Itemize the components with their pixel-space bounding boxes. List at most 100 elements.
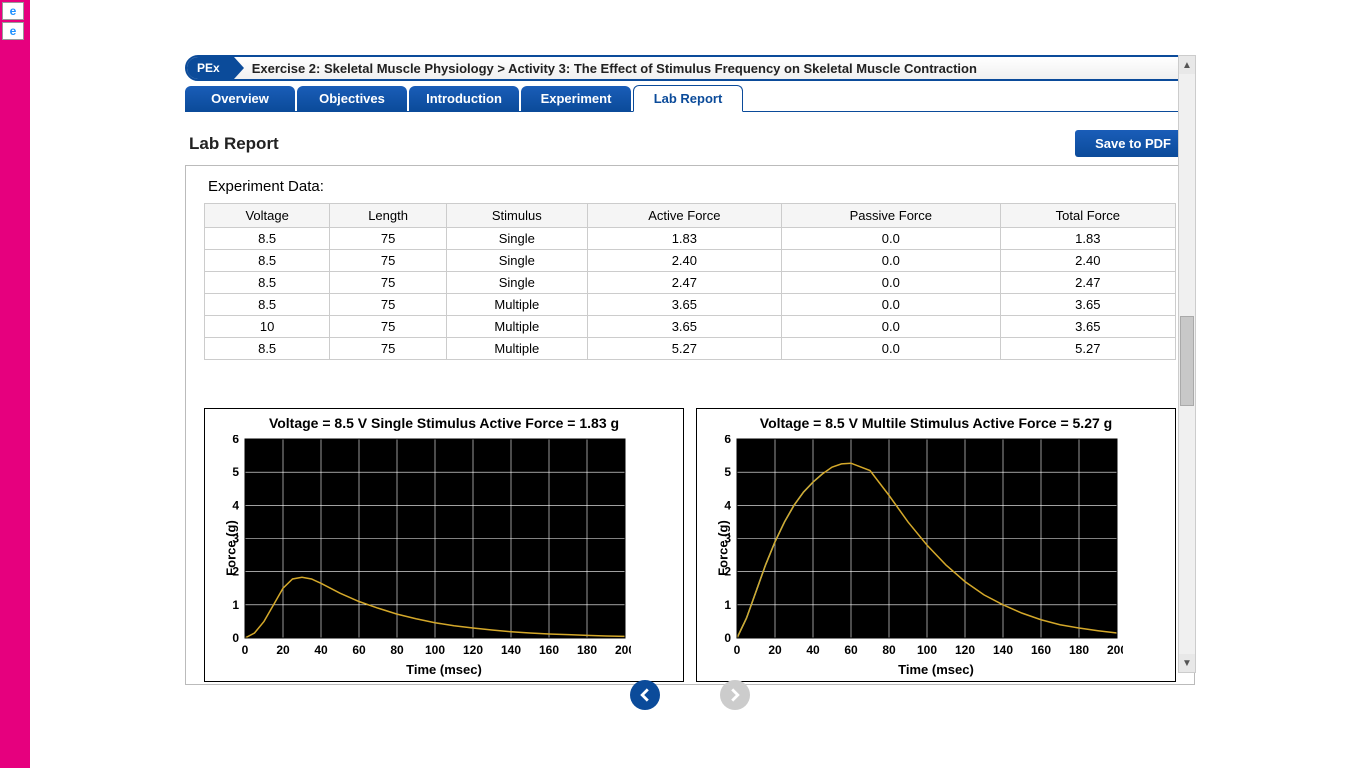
chevron-left-icon xyxy=(638,688,652,702)
table-cell: 75 xyxy=(330,228,447,250)
svg-text:80: 80 xyxy=(390,643,404,657)
svg-text:80: 80 xyxy=(882,643,896,657)
pex-tag: PEx xyxy=(187,57,234,79)
table-cell: 75 xyxy=(330,272,447,294)
table-cell: 0.0 xyxy=(782,338,1001,360)
chart-right-title: Voltage = 8.5 V Multile Stimulus Active … xyxy=(703,415,1169,431)
svg-text:20: 20 xyxy=(768,643,782,657)
table-cell: 8.5 xyxy=(205,250,330,272)
table-cell: 2.40 xyxy=(1000,250,1175,272)
table-header: Total Force xyxy=(1000,204,1175,228)
header-bar: PEx Exercise 2: Skeletal Muscle Physiolo… xyxy=(185,55,1195,81)
table-cell: 3.65 xyxy=(1000,294,1175,316)
table-row: 8.575Multiple5.270.05.27 xyxy=(205,338,1176,360)
svg-text:1: 1 xyxy=(232,598,239,612)
table-cell: 0.0 xyxy=(782,316,1001,338)
nav-arrows xyxy=(185,680,1195,710)
table-header: Passive Force xyxy=(782,204,1001,228)
table-cell: 1.83 xyxy=(587,228,781,250)
experiment-data-label: Experiment Data: xyxy=(208,178,1176,195)
scrollbar-thumb[interactable] xyxy=(1180,316,1194,406)
table-cell: 2.47 xyxy=(587,272,781,294)
table-cell: Multiple xyxy=(446,338,587,360)
svg-text:0: 0 xyxy=(734,643,741,657)
page-title: Lab Report xyxy=(189,134,279,154)
svg-text:100: 100 xyxy=(425,643,445,657)
table-row: 1075Multiple3.650.03.65 xyxy=(205,316,1176,338)
tab-objectives[interactable]: Objectives xyxy=(297,86,407,111)
table-cell: Single xyxy=(446,272,587,294)
table-header: Active Force xyxy=(587,204,781,228)
table-header: Voltage xyxy=(205,204,330,228)
svg-text:60: 60 xyxy=(844,643,858,657)
chart-left-ylabel: Force (g) xyxy=(223,520,238,576)
table-cell: 75 xyxy=(330,316,447,338)
table-cell: 5.27 xyxy=(587,338,781,360)
table-cell: Multiple xyxy=(446,294,587,316)
svg-text:100: 100 xyxy=(917,643,937,657)
table-cell: 2.47 xyxy=(1000,272,1175,294)
tab-introduction[interactable]: Introduction xyxy=(409,86,519,111)
save-to-pdf-button[interactable]: Save to PDF xyxy=(1075,130,1191,157)
svg-text:120: 120 xyxy=(955,643,975,657)
main-area: PEx Exercise 2: Skeletal Muscle Physiolo… xyxy=(185,55,1195,685)
svg-text:120: 120 xyxy=(463,643,483,657)
table-cell: 8.5 xyxy=(205,294,330,316)
table-header: Length xyxy=(330,204,447,228)
scrollbar-up-icon[interactable]: ▲ xyxy=(1179,56,1195,74)
content-frame[interactable]: Experiment Data: VoltageLengthStimulusAc… xyxy=(185,165,1195,685)
table-cell: 1.83 xyxy=(1000,228,1175,250)
svg-text:200: 200 xyxy=(615,643,631,657)
table-cell: Single xyxy=(446,228,587,250)
chart-right: Voltage = 8.5 V Multile Stimulus Active … xyxy=(696,408,1176,682)
chevron-right-icon xyxy=(728,688,742,702)
table-cell: 2.40 xyxy=(587,250,781,272)
svg-text:1: 1 xyxy=(724,598,731,612)
table-header: Stimulus xyxy=(446,204,587,228)
breadcrumb: Exercise 2: Skeletal Muscle Physiology >… xyxy=(252,61,977,76)
side-strip xyxy=(0,0,30,768)
table-cell: 3.65 xyxy=(587,294,781,316)
chart-right-ylabel: Force (g) xyxy=(715,520,730,576)
tab-experiment[interactable]: Experiment xyxy=(521,86,631,111)
next-button[interactable] xyxy=(720,680,750,710)
chart-left-xlabel: Time (msec) xyxy=(211,662,677,677)
svg-text:60: 60 xyxy=(352,643,366,657)
tab-lab-report[interactable]: Lab Report xyxy=(633,85,743,112)
charts-row: Voltage = 8.5 V Single Stimulus Active F… xyxy=(204,408,1176,682)
page-scrollbar[interactable]: ▲ ▼ xyxy=(1178,55,1196,673)
table-cell: 8.5 xyxy=(205,272,330,294)
table-cell: 75 xyxy=(330,250,447,272)
ie-icon[interactable]: e xyxy=(2,2,24,20)
table-cell: 0.0 xyxy=(782,250,1001,272)
svg-text:20: 20 xyxy=(276,643,290,657)
table-row: 8.575Single1.830.01.83 xyxy=(205,228,1176,250)
svg-text:160: 160 xyxy=(539,643,559,657)
svg-text:4: 4 xyxy=(232,498,239,512)
svg-text:180: 180 xyxy=(1069,643,1089,657)
chart-left: Voltage = 8.5 V Single Stimulus Active F… xyxy=(204,408,684,682)
table-cell: 75 xyxy=(330,294,447,316)
table-cell: 0.0 xyxy=(782,228,1001,250)
svg-text:6: 6 xyxy=(232,435,239,446)
svg-text:40: 40 xyxy=(806,643,820,657)
svg-text:0: 0 xyxy=(232,631,239,645)
table-cell: 8.5 xyxy=(205,338,330,360)
table-cell: 0.0 xyxy=(782,272,1001,294)
prev-button[interactable] xyxy=(630,680,660,710)
svg-text:6: 6 xyxy=(724,435,731,446)
chart-left-svg: 0204060801001201401601802000123456 xyxy=(211,435,631,660)
table-cell: Single xyxy=(446,250,587,272)
title-row: Lab Report Save to PDF xyxy=(185,130,1195,157)
ie-icon[interactable]: e xyxy=(2,22,24,40)
chart-right-svg: 0204060801001201401601802000123456 xyxy=(703,435,1123,660)
tab-overview[interactable]: Overview xyxy=(185,86,295,111)
table-cell: 8.5 xyxy=(205,228,330,250)
table-row: 8.575Multiple3.650.03.65 xyxy=(205,294,1176,316)
scrollbar-down-icon[interactable]: ▼ xyxy=(1179,654,1195,672)
svg-text:180: 180 xyxy=(577,643,597,657)
side-app-icons: e e xyxy=(2,2,24,42)
table-cell: 75 xyxy=(330,338,447,360)
table-row: 8.575Single2.470.02.47 xyxy=(205,272,1176,294)
table-cell: 10 xyxy=(205,316,330,338)
